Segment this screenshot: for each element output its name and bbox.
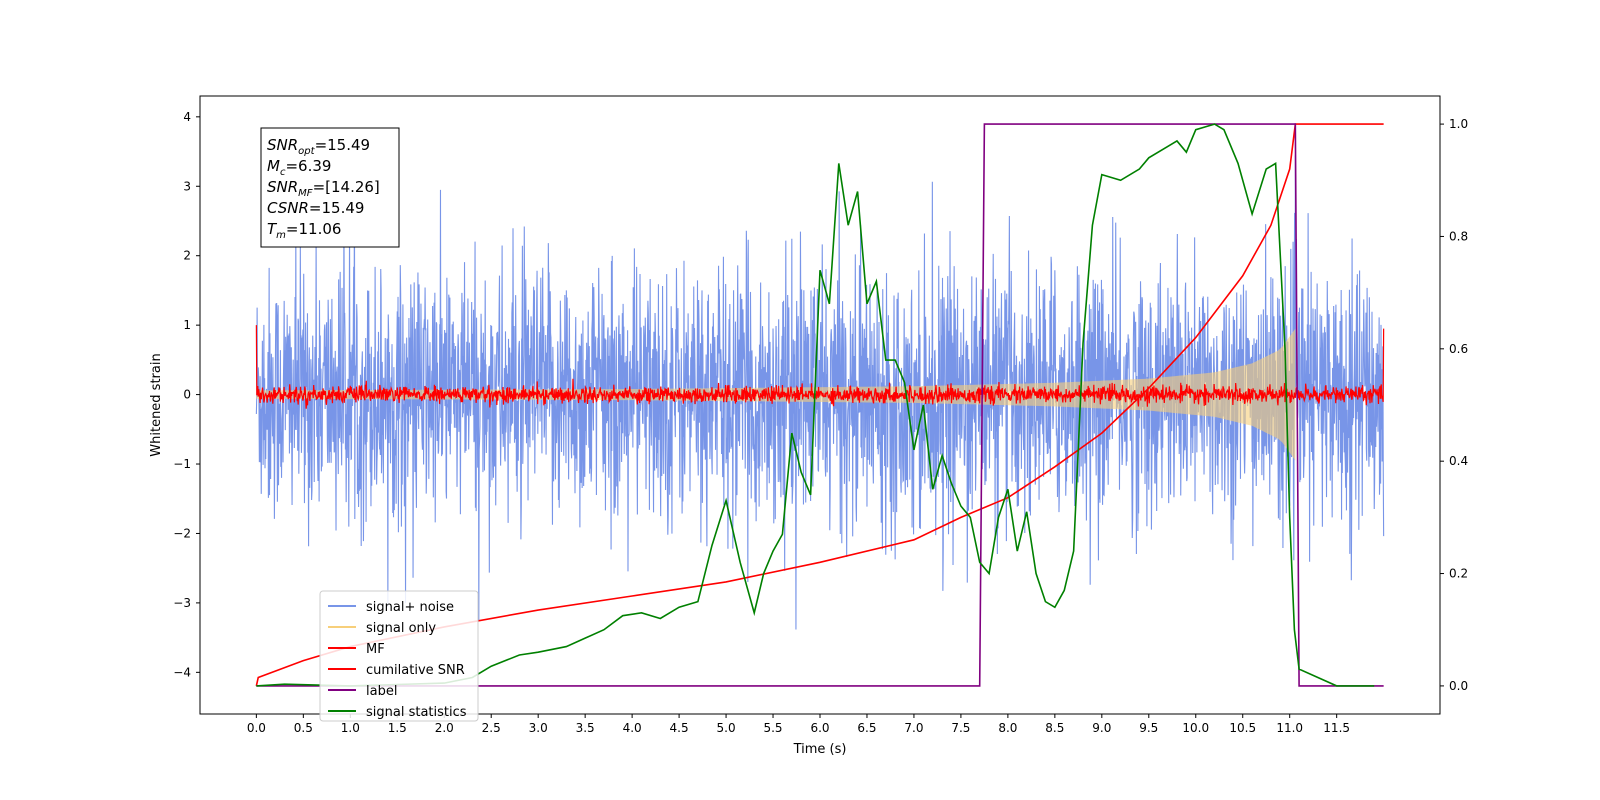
legend-label-cumilative-snr: cumilative SNR (366, 663, 465, 678)
x-tick-label: 7.5 (951, 721, 970, 735)
y2-tick-label: 0.4 (1449, 454, 1468, 468)
x-tick-label: 2.5 (482, 721, 501, 735)
y-tick-label: −2 (173, 526, 191, 540)
x-tick-label: 3.5 (576, 721, 595, 735)
y2-tick-label: 0.8 (1449, 229, 1468, 243)
annotation-line: SNRMF=[14.26] (267, 178, 380, 199)
legend-label-label: label (366, 684, 397, 699)
x-tick-label: 10.0 (1182, 721, 1209, 735)
x-tick-label: 0.5 (294, 721, 313, 735)
x-tick-label: 5.5 (763, 721, 782, 735)
legend-label-mf: MF (366, 642, 385, 657)
x-tick-label: 9.0 (1092, 721, 1111, 735)
y-tick-label: 0 (183, 388, 191, 402)
y-tick-label: 2 (183, 249, 191, 263)
legend-label-signal-statistics: signal statistics (366, 705, 467, 720)
x-tick-label: 6.0 (810, 721, 829, 735)
y-tick-label: −1 (173, 457, 191, 471)
x-tick-label: 8.5 (1045, 721, 1064, 735)
y2-tick-label: 1.0 (1449, 117, 1468, 131)
annotation-line: Mc=6.39 (267, 157, 331, 178)
y-tick-label: −3 (173, 596, 191, 610)
x-tick-label: 4.5 (670, 721, 689, 735)
x-tick-label: 1.5 (388, 721, 407, 735)
annotation-line: CSNR=15.49 (267, 199, 364, 217)
x-tick-label: 0.0 (247, 721, 266, 735)
x-tick-label: 6.5 (857, 721, 876, 735)
y2-tick-label: 0.6 (1449, 342, 1468, 356)
x-tick-label: 1.0 (341, 721, 360, 735)
x-tick-label: 7.0 (904, 721, 923, 735)
series-label (256, 123, 1384, 687)
legend: signal+ noise signal only MF cumilative SNR… (319, 590, 479, 722)
series-mf (255, 325, 1385, 409)
series-signal-statistics (256, 123, 1375, 687)
x-tick-label: 10.5 (1229, 721, 1256, 735)
x-tick-label: 11.5 (1323, 721, 1350, 735)
x-tick-label: 8.0 (998, 721, 1017, 735)
annotation-box: SNRopt=15.49Mc=6.39SNRMF=[14.26]CSNR=15.… (260, 127, 400, 248)
x-tick-label: 11.0 (1276, 721, 1303, 735)
series-signal-noise (255, 155, 1385, 630)
annotation-line: SNRopt=15.49 (267, 136, 370, 157)
x-axis-label: Time (s) (793, 742, 847, 757)
x-tick-label: 2.0 (435, 721, 454, 735)
x-tick-label: 4.0 (623, 721, 642, 735)
annotation-line: Tm=11.06 (267, 220, 341, 241)
legend-label-signal-only: signal only (366, 621, 436, 636)
y-tick-label: 1 (183, 318, 191, 332)
legend-label-signal-noise: signal+ noise (366, 600, 454, 615)
y-axis-label: Whitened strain (149, 353, 164, 456)
y2-tick-label: 0.0 (1449, 679, 1468, 693)
x-tick-label: 9.5 (1139, 721, 1158, 735)
x-tick-label: 3.0 (529, 721, 548, 735)
y2-tick-label: 0.2 (1449, 567, 1468, 581)
y-tick-label: 3 (183, 179, 191, 193)
x-tick-label: 5.0 (717, 721, 736, 735)
y-tick-label: 4 (183, 110, 191, 124)
y-tick-label: −4 (173, 665, 191, 679)
